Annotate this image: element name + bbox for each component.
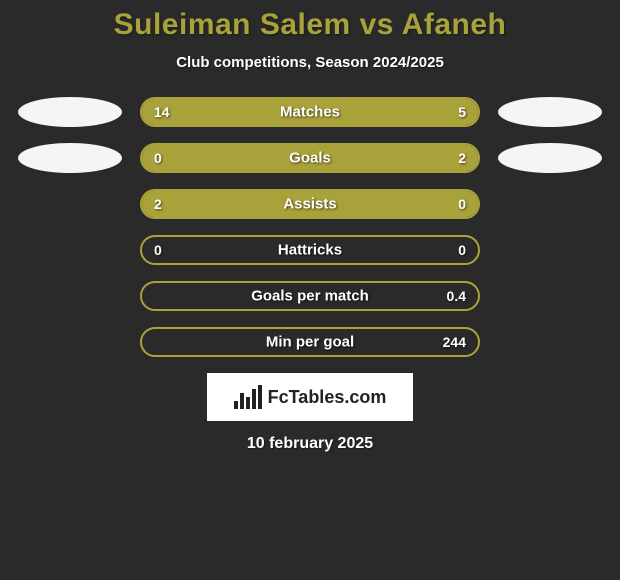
oval-spacer	[498, 189, 602, 219]
club-oval-right	[498, 97, 602, 127]
stat-label: Matches	[142, 104, 478, 121]
oval-spacer	[498, 281, 602, 311]
stat-bar: 0Hattricks0	[140, 235, 480, 265]
club-oval-right	[498, 143, 602, 173]
stat-value-right: 0	[458, 242, 466, 258]
stat-row: 14Matches5	[0, 97, 620, 127]
stat-bar: Min per goal244	[140, 327, 480, 357]
stat-value-right: 2	[458, 150, 466, 166]
stat-label: Min per goal	[142, 334, 478, 351]
logo-text: FcTables.com	[268, 387, 387, 408]
stat-row: 2Assists0	[0, 189, 620, 219]
stat-row: 0Goals2	[0, 143, 620, 173]
stat-bar: 14Matches5	[140, 97, 480, 127]
date-text: 10 february 2025	[0, 435, 620, 453]
logo-box: FcTables.com	[207, 373, 413, 421]
club-oval-left	[18, 143, 122, 173]
stat-bar: 0Goals2	[140, 143, 480, 173]
stat-label: Goals	[142, 150, 478, 167]
stat-row: 0Hattricks0	[0, 235, 620, 265]
club-oval-left	[18, 97, 122, 127]
stat-row: Goals per match0.4	[0, 281, 620, 311]
comparison-container: Suleiman Salem vs Afaneh Club competitio…	[0, 0, 620, 453]
subtitle: Club competitions, Season 2024/2025	[0, 54, 620, 71]
stat-value-right: 5	[458, 104, 466, 120]
oval-spacer	[18, 189, 122, 219]
stat-bar: Goals per match0.4	[140, 281, 480, 311]
stat-bar: 2Assists0	[140, 189, 480, 219]
oval-spacer	[18, 281, 122, 311]
stat-value-right: 0	[458, 196, 466, 212]
stat-row: Min per goal244	[0, 327, 620, 357]
oval-spacer	[18, 327, 122, 357]
title: Suleiman Salem vs Afaneh	[0, 8, 620, 42]
title-player1: Suleiman Salem	[114, 8, 351, 41]
stat-value-right: 244	[443, 334, 466, 350]
oval-spacer	[498, 327, 602, 357]
stat-value-right: 0.4	[447, 288, 466, 304]
stat-label: Assists	[142, 196, 478, 213]
stats-rows: 14Matches50Goals22Assists00Hattricks0Goa…	[0, 97, 620, 357]
title-vs: vs	[360, 8, 394, 41]
barchart-icon	[234, 385, 262, 409]
oval-spacer	[498, 235, 602, 265]
stat-label: Hattricks	[142, 242, 478, 259]
oval-spacer	[18, 235, 122, 265]
stat-label: Goals per match	[142, 288, 478, 305]
title-player2: Afaneh	[402, 8, 507, 41]
